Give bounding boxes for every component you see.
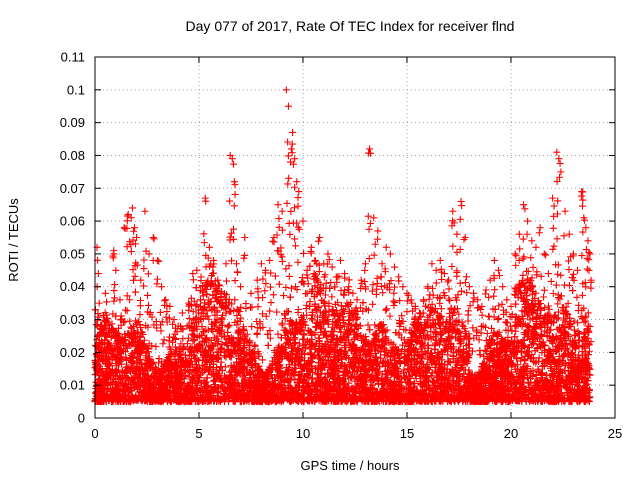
data-point — [313, 364, 321, 372]
data-point — [243, 330, 251, 338]
data-point — [259, 356, 267, 364]
data-points — [91, 86, 595, 406]
data-point — [160, 336, 168, 344]
data-point — [455, 310, 463, 318]
data-point — [399, 369, 407, 377]
data-point — [281, 315, 289, 323]
data-point — [280, 292, 288, 300]
data-point — [208, 305, 216, 313]
data-point — [480, 352, 488, 360]
data-point — [529, 263, 537, 271]
data-point — [136, 356, 144, 364]
data-point — [438, 356, 446, 364]
